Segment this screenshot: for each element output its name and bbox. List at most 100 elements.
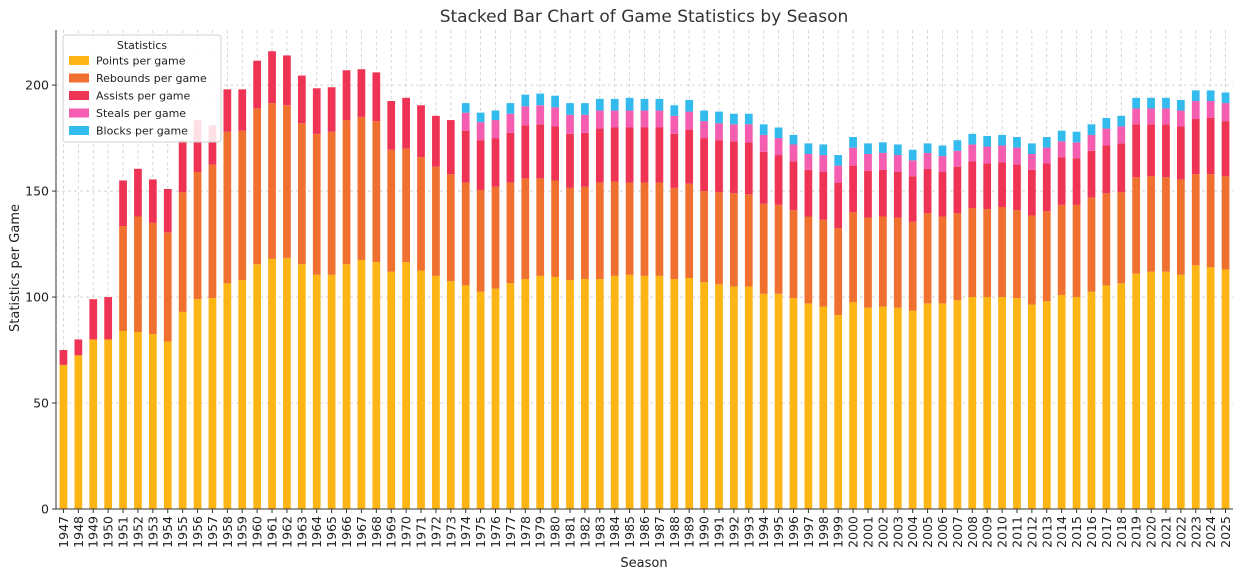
bar-segment-blocks-per-game xyxy=(521,94,530,107)
legend-label: Blocks per game xyxy=(96,125,188,138)
bar-segment-steals-per-game xyxy=(834,165,843,183)
bar-segment-assists-per-game xyxy=(372,72,381,122)
bar-segment-rebounds-per-game xyxy=(908,221,917,311)
bar-segment-rebounds-per-game xyxy=(1206,174,1215,268)
bar-segment-rebounds-per-game xyxy=(730,193,738,287)
bar-segment-rebounds-per-game xyxy=(819,219,828,307)
bar-segment-assists-per-game xyxy=(163,188,172,233)
bar-segment-steals-per-game xyxy=(1176,110,1185,127)
bar-segment-blocks-per-game xyxy=(1147,97,1155,109)
bar-segment-assists-per-game xyxy=(744,142,753,195)
bar-segment-points-per-game xyxy=(640,275,649,509)
bar-segment-assists-per-game xyxy=(491,138,500,187)
bar-segment-assists-per-game xyxy=(998,162,1006,207)
bar-segment-points-per-game xyxy=(312,274,321,509)
bar-segment-assists-per-game xyxy=(238,89,247,131)
bar-segment-rebounds-per-game xyxy=(506,182,515,284)
bar-segment-assists-per-game xyxy=(983,163,992,210)
bar-segment-rebounds-per-game xyxy=(1042,211,1051,302)
x-tick-label: 2018 xyxy=(1114,516,1129,548)
bar-segment-rebounds-per-game xyxy=(1057,204,1066,295)
bar-segment-points-per-game xyxy=(163,341,172,509)
bar-segment-assists-per-game xyxy=(1206,117,1215,175)
bar-segment-assists-per-game xyxy=(551,126,559,181)
x-tick-label: 1982 xyxy=(577,516,592,548)
bar-segment-steals-per-game xyxy=(774,138,783,156)
x-tick-label: 1986 xyxy=(637,516,652,548)
bar-segment-assists-per-game xyxy=(1191,119,1200,175)
bar-segment-points-per-game xyxy=(595,279,604,509)
bar-segment-steals-per-game xyxy=(730,124,738,142)
x-tick-label: 1998 xyxy=(816,516,831,548)
bar-segment-assists-per-game xyxy=(670,133,679,188)
y-tick-label: 0 xyxy=(41,502,49,517)
x-tick-label: 2011 xyxy=(1009,516,1024,548)
bar-segment-assists-per-game xyxy=(610,127,619,182)
x-tick-label: 1975 xyxy=(473,516,488,548)
x-tick-label: 1955 xyxy=(175,516,190,548)
bar-segment-points-per-game xyxy=(566,280,574,509)
y-axis-label: Statistics per Game xyxy=(8,204,23,332)
bar-segment-points-per-game xyxy=(119,330,127,509)
x-tick-label: 1989 xyxy=(682,516,697,548)
bar-segment-points-per-game xyxy=(59,364,68,509)
bar-segment-points-per-game xyxy=(774,293,783,509)
bar-segment-assists-per-game xyxy=(893,172,902,218)
bar-segment-rebounds-per-game xyxy=(1162,177,1170,272)
bar-segment-points-per-game xyxy=(893,307,902,509)
x-tick-label: 1979 xyxy=(533,516,548,548)
bar-segment-rebounds-per-game xyxy=(119,226,127,331)
bar-segment-points-per-game xyxy=(372,262,381,509)
x-tick-label: 2017 xyxy=(1099,516,1114,548)
bar-segment-steals-per-game xyxy=(491,120,500,139)
bar-segment-points-per-game xyxy=(104,339,113,509)
bar-segment-blocks-per-game xyxy=(864,143,872,154)
bar-segment-blocks-per-game xyxy=(670,105,679,116)
x-tick-label: 2024 xyxy=(1203,516,1218,548)
bar-segment-blocks-per-game xyxy=(938,145,947,157)
bar-segment-points-per-game xyxy=(581,279,589,509)
x-tick-label: 1991 xyxy=(711,516,726,548)
bar-segment-assists-per-game xyxy=(297,75,306,124)
x-tick-label: 2010 xyxy=(995,516,1010,548)
bar-segment-steals-per-game xyxy=(506,113,515,133)
x-tick-label: 2002 xyxy=(875,516,890,548)
bar-segment-rebounds-per-game xyxy=(312,133,321,275)
bar-segment-assists-per-game xyxy=(938,172,947,217)
bar-segment-points-per-game xyxy=(1042,301,1051,509)
bar-segment-steals-per-game xyxy=(625,110,634,128)
bar-segment-blocks-per-game xyxy=(581,103,589,115)
bar-segment-rebounds-per-game xyxy=(387,149,396,272)
bar-segment-rebounds-per-game xyxy=(566,187,574,281)
bar-segment-blocks-per-game xyxy=(759,124,768,135)
x-tick-label: 2006 xyxy=(935,516,950,548)
bar-segment-points-per-game xyxy=(223,283,232,509)
x-tick-label: 1963 xyxy=(294,516,309,548)
bar-segment-blocks-per-game xyxy=(1132,97,1141,109)
bar-segment-rebounds-per-game xyxy=(551,180,559,277)
x-tick-label: 1951 xyxy=(116,516,131,548)
bar-segment-points-per-game xyxy=(208,298,217,509)
bar-segment-rebounds-per-game xyxy=(685,183,694,278)
bar-segment-rebounds-per-game xyxy=(953,213,962,301)
x-tick-label: 1983 xyxy=(592,516,607,548)
bar-segment-assists-per-game xyxy=(1132,124,1141,178)
bar-segment-points-per-game xyxy=(864,307,872,509)
bar-segment-assists-per-game xyxy=(1087,150,1096,198)
x-tick-label: 1976 xyxy=(488,516,503,548)
bar-segment-rebounds-per-game xyxy=(1102,193,1111,286)
x-tick-label: 2008 xyxy=(965,516,980,548)
bar-segment-rebounds-per-game xyxy=(1117,192,1126,284)
chart-title: Stacked Bar Chart of Game Statistics by … xyxy=(440,7,849,27)
bar-segment-rebounds-per-game xyxy=(521,178,530,280)
bar-segment-points-per-game xyxy=(730,286,738,509)
bar-segment-blocks-per-game xyxy=(536,93,545,106)
bar-segment-assists-per-game xyxy=(178,140,187,193)
bar-segment-rebounds-per-game xyxy=(134,216,142,333)
x-tick-label: 2007 xyxy=(950,516,965,548)
bar-segment-points-per-game xyxy=(193,299,202,509)
x-axis-label: Season xyxy=(620,556,667,571)
bar-segment-assists-per-game xyxy=(953,166,962,214)
bar-segment-rebounds-per-game xyxy=(178,192,187,312)
bar-segment-steals-per-game xyxy=(1102,128,1111,146)
